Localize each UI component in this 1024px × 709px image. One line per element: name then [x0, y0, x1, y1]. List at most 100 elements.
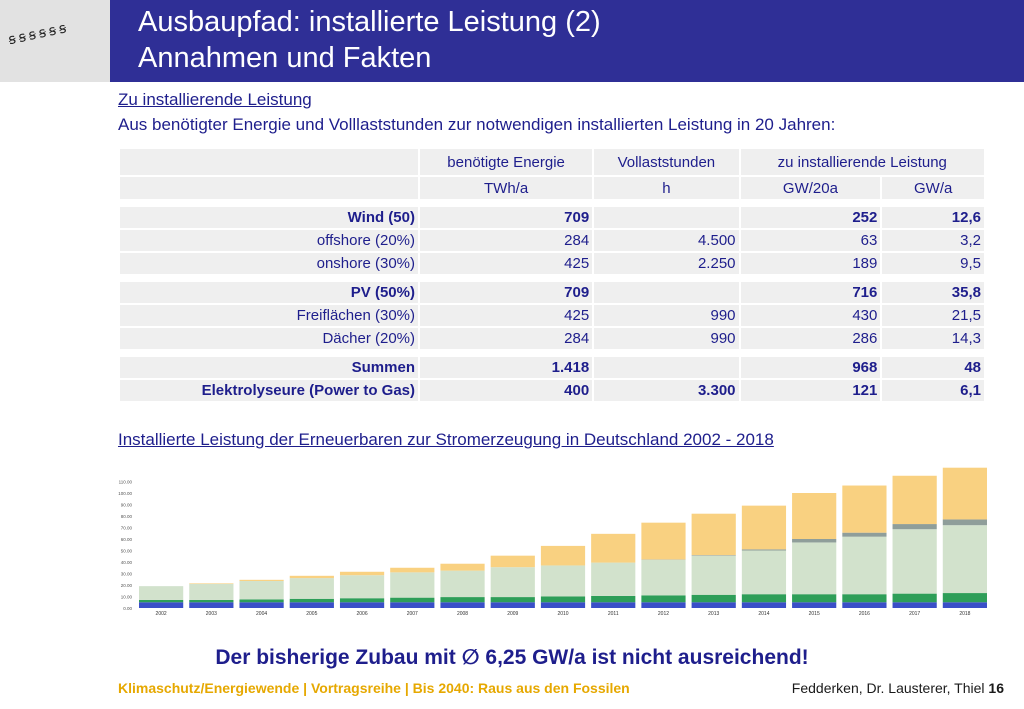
bar-segment: [792, 539, 837, 543]
y-tick-label: 70.00: [121, 526, 133, 531]
row-value: 9,5: [882, 253, 984, 274]
table-row: Summen 1.418 968 48: [120, 357, 984, 378]
bar-segment: [490, 567, 535, 598]
bar-segment: [440, 563, 485, 571]
y-tick-label: 20.00: [121, 583, 133, 588]
row-value: 425: [420, 253, 593, 274]
y-tick-label: 110.00: [119, 480, 133, 485]
section-heading-installed[interactable]: Installierte Leistung der Erneuerbaren z…: [118, 430, 774, 449]
row-value: 21,5: [882, 305, 984, 326]
bar-segment: [390, 572, 435, 598]
table-header-cell: [120, 149, 418, 175]
bar-segment: [892, 524, 937, 530]
bar-segment: [440, 597, 485, 603]
row-value: 6,1: [882, 380, 984, 401]
bar-segment: [490, 555, 535, 568]
bar-segment: [641, 595, 686, 603]
row-value: 1.418: [420, 357, 593, 378]
table-row: Freiflächen (30%) 425 990 430 21,5: [120, 305, 984, 326]
row-label: offshore (20%): [120, 230, 418, 251]
bar-segment: [289, 598, 334, 603]
row-value: 425: [420, 305, 593, 326]
bar-segment: [942, 519, 987, 526]
row-value: [594, 282, 739, 303]
bar-segment: [842, 532, 887, 537]
logo-text: ꞩꞩꞩꞩꞩꞩ: [7, 19, 71, 49]
y-tick-label: 80.00: [121, 514, 133, 519]
y-tick-label: 100.00: [118, 491, 132, 496]
x-tick-label: 2011: [608, 611, 619, 617]
row-value: 709: [420, 282, 593, 303]
row-value: 63: [740, 230, 881, 251]
bar-segment: [139, 599, 184, 603]
table-row: Wind (50) 709 252 12,6: [120, 207, 984, 228]
bar-segment: [741, 505, 787, 550]
row-value: 12,6: [882, 207, 984, 228]
bar-segment: [189, 583, 234, 584]
bar-segment: [540, 602, 586, 608]
bar-segment: [189, 599, 234, 603]
row-value: 716: [740, 282, 881, 303]
y-tick-label: 90.00: [121, 503, 133, 508]
table-row: offshore (20%) 284 4.500 63 3,2: [120, 230, 984, 251]
row-label: Summen: [120, 357, 418, 378]
x-tick-label: 2015: [809, 611, 820, 617]
x-tick-label: 2009: [507, 611, 518, 617]
bar-segment: [942, 593, 987, 603]
bar-segment: [289, 575, 334, 579]
x-tick-label: 2003: [206, 611, 217, 617]
bar-segment: [842, 594, 887, 603]
bar-segment: [691, 555, 736, 595]
x-tick-label: 2013: [708, 611, 719, 617]
bar-segment: [942, 467, 987, 520]
bar-segment: [239, 580, 284, 600]
bar-segment: [892, 593, 937, 603]
bar-segment: [741, 549, 787, 551]
row-value: 252: [740, 207, 881, 228]
bar-segment: [641, 522, 686, 560]
bar-segment: [691, 555, 736, 556]
x-tick-label: 2004: [256, 611, 267, 617]
x-tick-label: 2010: [557, 611, 568, 617]
page-title: Ausbaupfad: installierte Leistung (2): [138, 6, 601, 38]
table-unit-cell: h: [594, 177, 739, 199]
table-row: Dächer (20%) 284 990 286 14,3: [120, 328, 984, 349]
bar-segment: [390, 567, 435, 573]
table-unit-cell: TWh/a: [420, 177, 593, 199]
section-heading-power[interactable]: Zu installierende Leistung: [118, 90, 312, 109]
bar-segment: [691, 594, 736, 603]
y-tick-label: 0.00: [123, 606, 132, 611]
bar-segment: [490, 602, 535, 608]
y-tick-label: 60.00: [121, 537, 133, 542]
row-value: [594, 207, 739, 228]
table-unit-cell: [120, 177, 418, 199]
bar-segment: [289, 602, 334, 608]
x-tick-label: 2006: [356, 611, 367, 617]
bar-segment: [641, 602, 686, 608]
bar-segment: [189, 602, 234, 608]
footer-series: Klimaschutz/Energiewende | Vortragsreihe…: [118, 680, 630, 696]
x-tick-label: 2017: [909, 611, 920, 617]
conclusion-text: Der bisherige Zubau mit ∅ 6,25 GW/a ist …: [215, 646, 809, 669]
bar-segment: [792, 594, 837, 603]
x-tick-label: 2007: [407, 611, 418, 617]
page-number: 16: [988, 680, 1004, 696]
row-value: 990: [594, 328, 739, 349]
bar-segment: [691, 513, 736, 556]
power-table: benötigte Energie Vollaststunden zu instal…: [118, 147, 986, 403]
section-description: Aus benötigter Energie und Volllaststund…: [118, 115, 836, 134]
y-tick-label: 50.00: [121, 549, 133, 554]
row-value: 121: [740, 380, 881, 401]
y-tick-label: 30.00: [121, 572, 133, 577]
bar-segment: [792, 602, 837, 608]
row-value: 189: [740, 253, 881, 274]
bar-segment: [440, 570, 485, 598]
table-unit-cell: GW/20a: [740, 177, 881, 199]
installed-capacity-chart: 0.00 10.00 20.00 30.00 40.00 50.00 60.00 70.00 8…: [108, 458, 1000, 620]
x-tick-label: 2005: [306, 611, 317, 617]
bar-segment: [540, 565, 586, 597]
bar-segment: [641, 559, 686, 596]
authors-text: Fedderken, Dr. Lausterer, Thiel: [791, 680, 985, 696]
title-bar: Ausbaupfad: installierte Leistung (2) An…: [110, 0, 1024, 82]
bar-segment: [741, 550, 787, 595]
